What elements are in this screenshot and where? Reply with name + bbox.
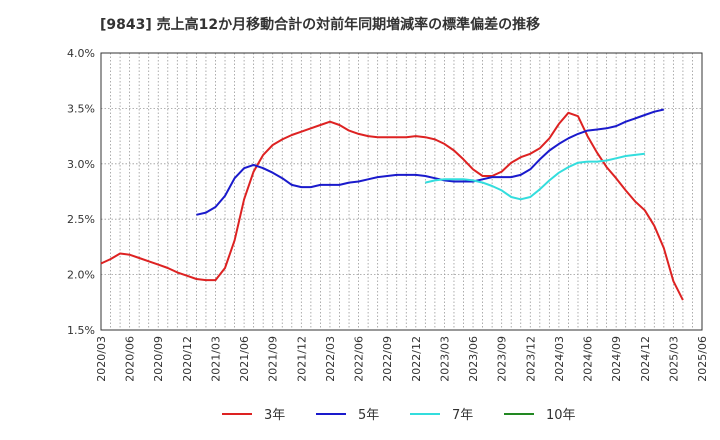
y-tick-label: 2.0% xyxy=(67,269,95,282)
legend-label-2: 5年 xyxy=(358,408,379,423)
x-tick-label: 2024/12 xyxy=(639,336,652,382)
series-line-1 xyxy=(100,111,684,301)
x-tick-label: 2025/06 xyxy=(696,336,709,382)
x-tick-label: 2021/09 xyxy=(267,336,280,382)
x-tick-label: 2020/03 xyxy=(95,336,108,382)
legend-label-3: 7年 xyxy=(452,408,473,423)
x-tick-label: 2021/06 xyxy=(238,336,251,382)
y-tick-label: 2.5% xyxy=(67,213,95,226)
x-tick-label: 2022/03 xyxy=(324,336,337,382)
x-tick-label: 2023/09 xyxy=(496,336,509,382)
y-tick-label: 3.0% xyxy=(67,158,95,171)
x-tick-label: 2021/12 xyxy=(295,336,308,382)
series-line-3 xyxy=(425,152,645,201)
plot-area xyxy=(101,53,702,330)
x-tick-label: 2020/12 xyxy=(181,336,194,382)
x-tick-label: 2022/09 xyxy=(381,336,394,382)
series-line-2 xyxy=(196,108,665,216)
x-tick-label: 2023/06 xyxy=(467,336,480,382)
legend-label-1: 3年 xyxy=(264,408,285,423)
x-tick-label: 2023/12 xyxy=(524,336,537,382)
x-tick-label: 2020/06 xyxy=(124,336,137,382)
y-tick-label: 1.5% xyxy=(67,324,95,337)
y-tick-label: 4.0% xyxy=(67,47,95,60)
x-tick-label: 2022/06 xyxy=(353,336,366,382)
plot-frame xyxy=(100,52,703,331)
x-tick-label: 2022/12 xyxy=(410,336,423,382)
x-tick-label: 2021/03 xyxy=(209,336,222,382)
x-tick-label: 2024/06 xyxy=(582,336,595,382)
legend-label-4: 10年 xyxy=(546,408,576,423)
x-tick-label: 2025/03 xyxy=(667,336,680,382)
y-tick-label: 3.5% xyxy=(67,102,95,115)
x-tick-label: 2024/03 xyxy=(553,336,566,382)
x-tick-label: 2020/09 xyxy=(152,336,165,382)
x-tick-label: 2023/03 xyxy=(438,336,451,382)
x-tick-label: 2024/09 xyxy=(610,336,623,382)
chart-title: [9843] 売上高12か月移動合計の対前年同期増減率の標準偏差の推移 xyxy=(100,17,541,33)
